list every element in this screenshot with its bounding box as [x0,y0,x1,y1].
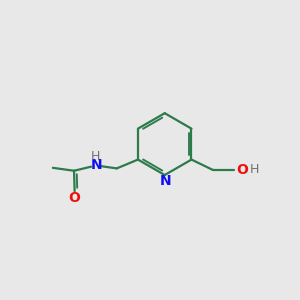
Text: H: H [91,150,101,163]
Text: H: H [250,164,260,176]
Text: O: O [236,163,248,177]
Text: O: O [69,191,81,205]
Text: N: N [160,174,171,188]
Text: N: N [90,158,102,172]
